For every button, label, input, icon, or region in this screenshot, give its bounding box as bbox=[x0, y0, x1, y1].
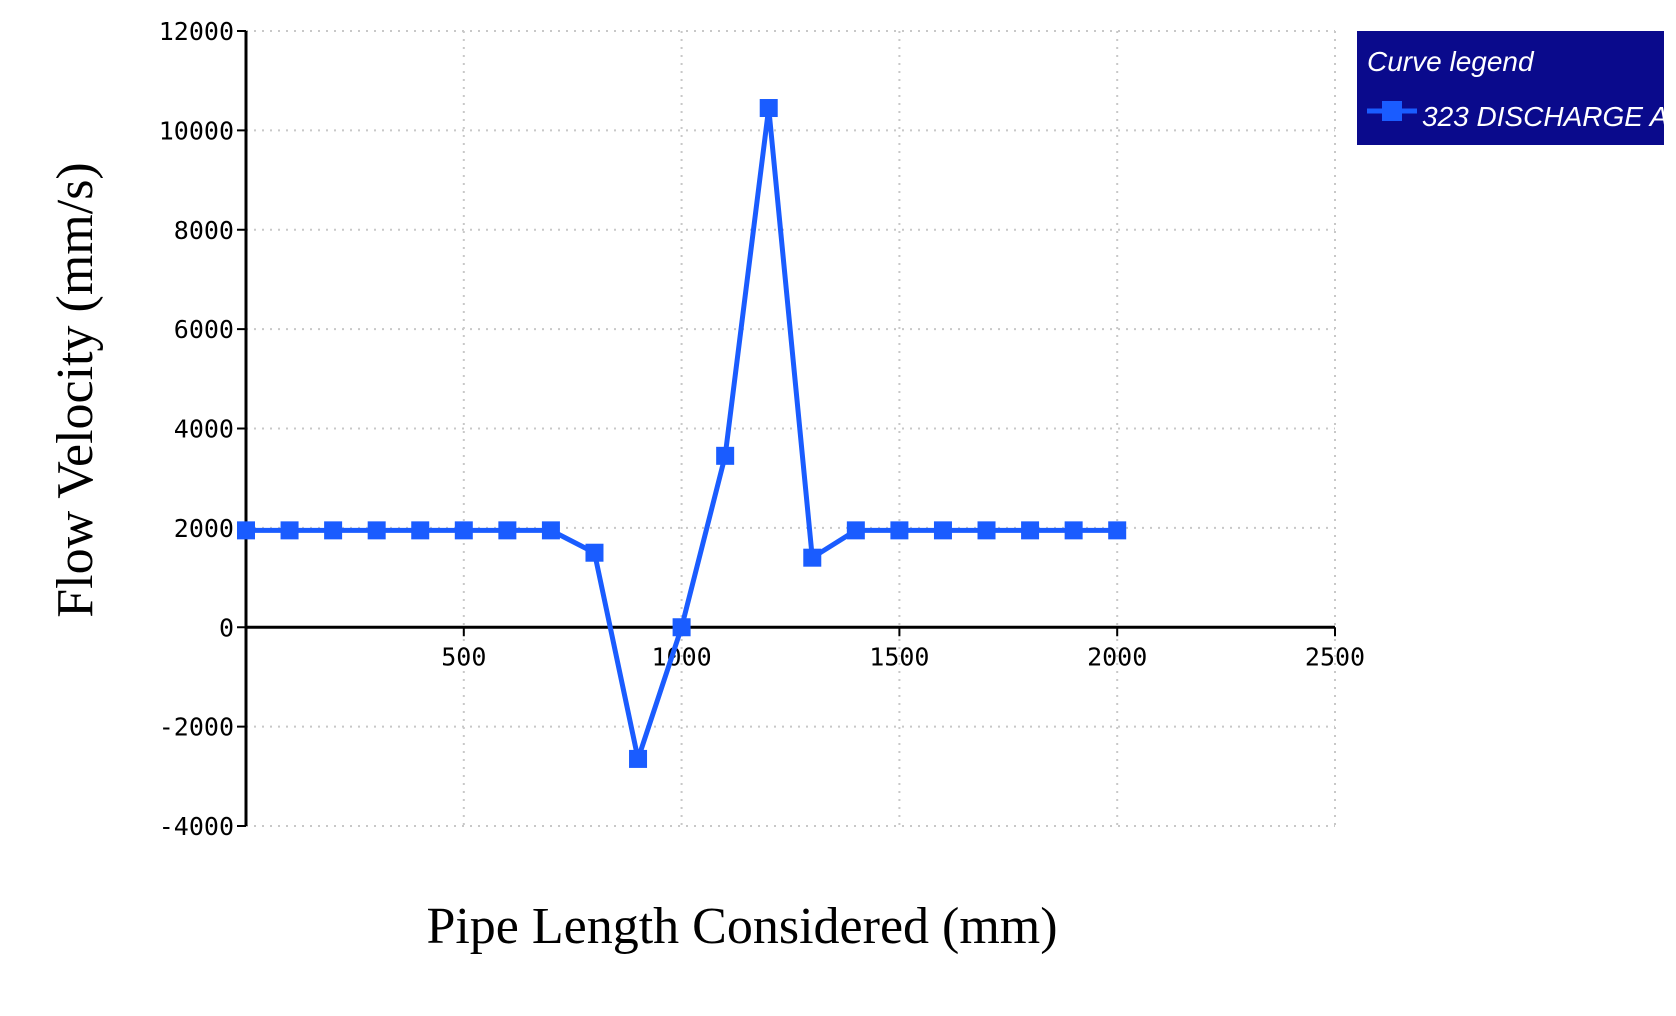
data-point-marker bbox=[324, 521, 343, 540]
y-tick-label: 12000 bbox=[159, 17, 234, 46]
axes bbox=[237, 30, 1336, 827]
y-tick-label: 8000 bbox=[174, 216, 234, 245]
data-point-marker bbox=[629, 749, 648, 768]
data-point-marker bbox=[237, 521, 255, 540]
y-tick-label: 6000 bbox=[174, 315, 234, 344]
data-point-marker bbox=[1108, 521, 1127, 540]
x-tick-label: 500 bbox=[441, 642, 486, 671]
y-tick-label: 0 bbox=[219, 613, 234, 642]
data-point-marker bbox=[890, 521, 909, 540]
legend: Curve legend 323 DISCHARGE A bbox=[1357, 31, 1668, 145]
data-point-marker bbox=[759, 99, 778, 118]
y-tick-label: -2000 bbox=[159, 713, 234, 742]
data-point-marker bbox=[541, 521, 560, 540]
data-point-marker bbox=[585, 543, 604, 562]
data-point-marker bbox=[716, 446, 735, 465]
legend-title: Curve legend bbox=[1367, 46, 1535, 77]
tick-labels: 12000 10000 8000 6000 4000 2000 0 -2000 -4000 500… bbox=[159, 17, 1365, 841]
y-tick-label: 4000 bbox=[174, 415, 234, 444]
data-point-marker bbox=[1021, 521, 1040, 540]
legend-series-label: 323 DISCHARGE A bbox=[1422, 101, 1668, 132]
x-tick-label: 2500 bbox=[1305, 642, 1365, 671]
x-tick-label: 1000 bbox=[651, 642, 711, 671]
x-tick-label: 1500 bbox=[869, 642, 929, 671]
y-tick-label: 2000 bbox=[174, 514, 234, 543]
x-axis-title: Pipe Length Considered (mm) bbox=[426, 898, 1057, 955]
legend-series-marker-icon bbox=[1382, 101, 1402, 121]
data-point-marker bbox=[977, 521, 996, 540]
y-axis-title: Flow Velocity (mm/s) bbox=[47, 162, 104, 617]
data-point-marker bbox=[280, 521, 299, 540]
x-tick-label: 2000 bbox=[1087, 642, 1147, 671]
data-point-marker bbox=[367, 521, 386, 540]
data-point-marker bbox=[1064, 521, 1083, 540]
y-tick-label: -4000 bbox=[159, 812, 234, 841]
data-point-marker bbox=[933, 521, 952, 540]
data-point-marker bbox=[846, 521, 865, 540]
data-point-marker bbox=[672, 618, 691, 637]
data-point-marker bbox=[498, 521, 517, 540]
y-tick-label: 10000 bbox=[159, 116, 234, 145]
grid-lines bbox=[246, 30, 1336, 827]
data-point-marker bbox=[803, 548, 822, 567]
legend-background bbox=[1357, 31, 1664, 145]
series-layer bbox=[237, 99, 1127, 768]
data-point-marker bbox=[411, 521, 430, 540]
data-point-marker bbox=[454, 521, 473, 540]
